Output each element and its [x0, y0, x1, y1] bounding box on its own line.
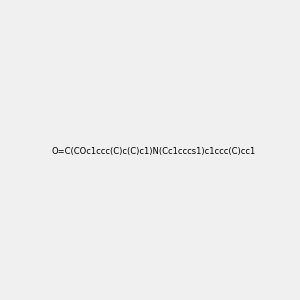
Text: O=C(COc1ccc(C)c(C)c1)N(Cc1cccs1)c1ccc(C)cc1: O=C(COc1ccc(C)c(C)c1)N(Cc1cccs1)c1ccc(C)… [52, 147, 256, 156]
